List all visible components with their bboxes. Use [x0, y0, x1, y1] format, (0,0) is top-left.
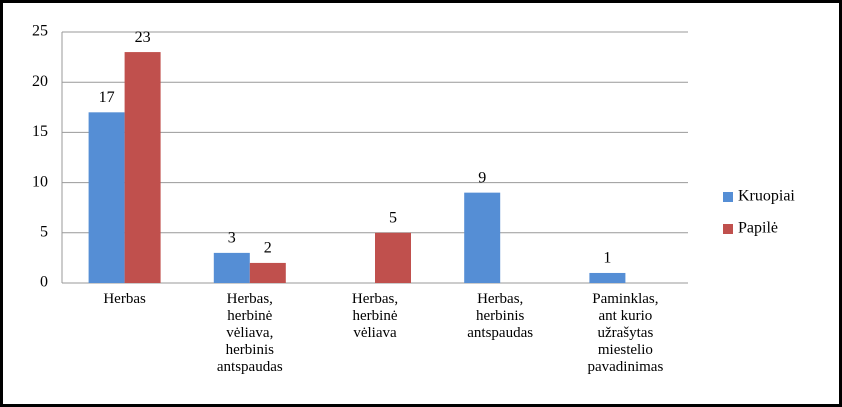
data-label: 9: [478, 169, 486, 186]
y-tick-label: 15: [32, 123, 48, 140]
x-tick-label: Herbas: [103, 291, 146, 307]
bar: [375, 232, 411, 283]
y-tick-label: 20: [32, 73, 48, 90]
bar: [589, 272, 626, 283]
legend-swatch: [723, 224, 733, 234]
y-tick-label: 5: [40, 223, 48, 240]
data-label: 23: [135, 29, 151, 46]
x-tick-label: Herbas, herbinis antspaudas: [467, 291, 534, 341]
y-tick-label: 25: [32, 23, 48, 40]
data-label: 3: [228, 230, 236, 247]
data-label: 2: [264, 240, 272, 257]
x-tick-label: Paminklas, ant kurio užrašytas miestelio…: [587, 291, 664, 375]
bar: [124, 52, 161, 283]
bar: [464, 192, 501, 283]
bar: [213, 252, 250, 283]
bar: [88, 112, 125, 283]
bar: [249, 262, 286, 283]
data-label: 1: [603, 250, 611, 267]
data-label: 5: [389, 209, 397, 226]
y-tick-label: 0: [40, 274, 48, 291]
data-label: 17: [99, 89, 115, 106]
x-tick-label: Herbas, herbinė vėliava: [351, 291, 399, 341]
legend-swatch: [723, 192, 733, 202]
y-tick-label: 10: [32, 173, 48, 190]
legend-label: Papilė: [738, 220, 778, 237]
legend-label: Kruopiai: [738, 188, 795, 205]
x-tick-label: Herbas, herbinė vėliava, herbinis antspa…: [216, 291, 283, 375]
